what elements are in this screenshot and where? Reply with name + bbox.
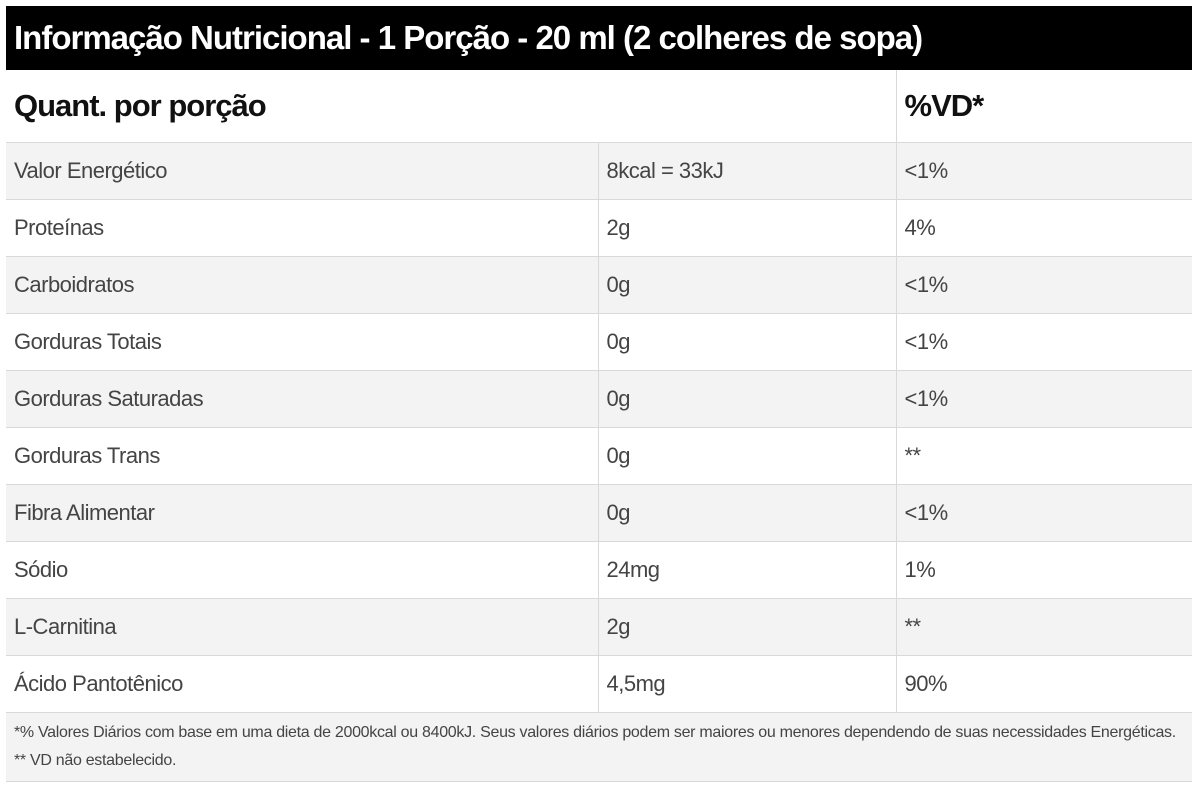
nutrient-daily-value: 4% xyxy=(895,199,1192,257)
footnote: *% Valores Diários com base em uma dieta… xyxy=(6,713,1192,782)
nutrient-name: Fibra Alimentar xyxy=(6,484,598,542)
nutrient-name: Gorduras Totais xyxy=(6,313,598,371)
nutrient-amount: 8kcal = 33kJ xyxy=(597,142,896,200)
table-row: Valor Energético 8kcal = 33kJ <1% xyxy=(6,142,1192,200)
nutrient-amount: 0g xyxy=(597,313,896,371)
header-daily-value: %VD* xyxy=(895,70,1192,143)
nutrient-amount: 0g xyxy=(597,256,896,314)
table-row: Sódio 24mg 1% xyxy=(6,541,1192,599)
header-quantity-per-serving: Quant. por porção xyxy=(6,70,598,143)
nutrient-name: Proteínas xyxy=(6,199,598,257)
nutrient-daily-value: <1% xyxy=(895,313,1192,371)
nutrition-facts-table: Informação Nutricional - 1 Porção - 20 m… xyxy=(6,6,1192,782)
table-title: Informação Nutricional - 1 Porção - 20 m… xyxy=(6,6,1192,70)
table-row: Gorduras Trans 0g ** xyxy=(6,427,1192,485)
table-row: Gorduras Saturadas 0g <1% xyxy=(6,370,1192,428)
nutrient-name: L-Carnitina xyxy=(6,598,598,656)
table-row: Gorduras Totais 0g <1% xyxy=(6,313,1192,371)
nutrient-daily-value: <1% xyxy=(895,370,1192,428)
nutrient-name: Carboidratos xyxy=(6,256,598,314)
table-row: Carboidratos 0g <1% xyxy=(6,256,1192,314)
nutrient-amount: 2g xyxy=(597,598,896,656)
nutrient-daily-value: 90% xyxy=(895,655,1192,713)
nutrient-name: Sódio xyxy=(6,541,598,599)
table-row: Ácido Pantotênico 4,5mg 90% xyxy=(6,655,1192,713)
nutrient-daily-value: ** xyxy=(895,598,1192,656)
table-row: L-Carnitina 2g ** xyxy=(6,598,1192,656)
nutrient-daily-value: ** xyxy=(895,427,1192,485)
nutrient-amount: 4,5mg xyxy=(597,655,896,713)
nutrient-amount: 0g xyxy=(597,484,896,542)
nutrient-daily-value: <1% xyxy=(895,142,1192,200)
nutrition-table: Quant. por porção %VD* Valor Energético … xyxy=(6,70,1192,713)
nutrient-daily-value: 1% xyxy=(895,541,1192,599)
header-row: Quant. por porção %VD* xyxy=(6,70,1192,143)
nutrient-daily-value: <1% xyxy=(895,484,1192,542)
nutrient-daily-value: <1% xyxy=(895,256,1192,314)
nutrient-amount: 2g xyxy=(597,199,896,257)
header-amount xyxy=(598,70,896,143)
nutrient-name: Valor Energético xyxy=(6,142,598,200)
nutrient-amount: 0g xyxy=(597,427,896,485)
nutrient-name: Gorduras Trans xyxy=(6,427,598,485)
table-row: Proteínas 2g 4% xyxy=(6,199,1192,257)
nutrient-name: Gorduras Saturadas xyxy=(6,370,598,428)
nutrient-amount: 0g xyxy=(597,370,896,428)
nutrient-name: Ácido Pantotênico xyxy=(6,655,598,713)
nutrient-amount: 24mg xyxy=(597,541,896,599)
table-row: Fibra Alimentar 0g <1% xyxy=(6,484,1192,542)
nutrition-table-body: Quant. por porção %VD* Valor Energético … xyxy=(6,70,1192,713)
